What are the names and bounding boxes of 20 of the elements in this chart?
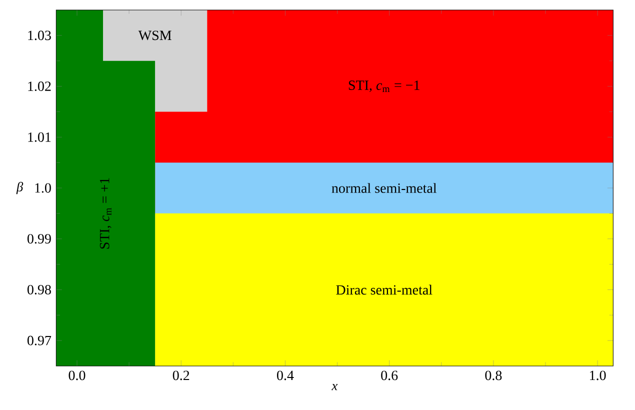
x-tick-label: 0.0 bbox=[68, 370, 86, 380]
y-tick-label: 1.01 bbox=[28, 132, 51, 142]
y-tick-label: 0.98 bbox=[28, 284, 51, 294]
series-label: WSM bbox=[138, 30, 172, 40]
y-tick-label: 0.97 bbox=[28, 336, 52, 346]
x-tick-label: 0.2 bbox=[172, 370, 190, 380]
x-tick-label: 0.6 bbox=[381, 370, 398, 380]
series-label: STI, c$_{m}$ = +1 bbox=[100, 178, 112, 249]
y-tick-label: 1.02 bbox=[28, 82, 51, 92]
y-tick-label: 1.03 bbox=[28, 30, 51, 40]
series-label: STI, c$_{m}$ = −1 bbox=[348, 80, 420, 92]
x-tick-label: 1.0 bbox=[590, 370, 606, 380]
series-label: normal semi-metal bbox=[332, 183, 437, 193]
x-tick-label: 0.4 bbox=[277, 370, 294, 380]
y-axis-title: β bbox=[16, 182, 24, 194]
x-axis-title: x bbox=[332, 384, 338, 390]
series-label: Dirac semi-metal bbox=[336, 284, 432, 295]
y-tick-label: 0.99 bbox=[28, 234, 51, 244]
y-tick-label: 1.0 bbox=[35, 183, 51, 193]
x-tick-label: 0.8 bbox=[485, 370, 502, 380]
